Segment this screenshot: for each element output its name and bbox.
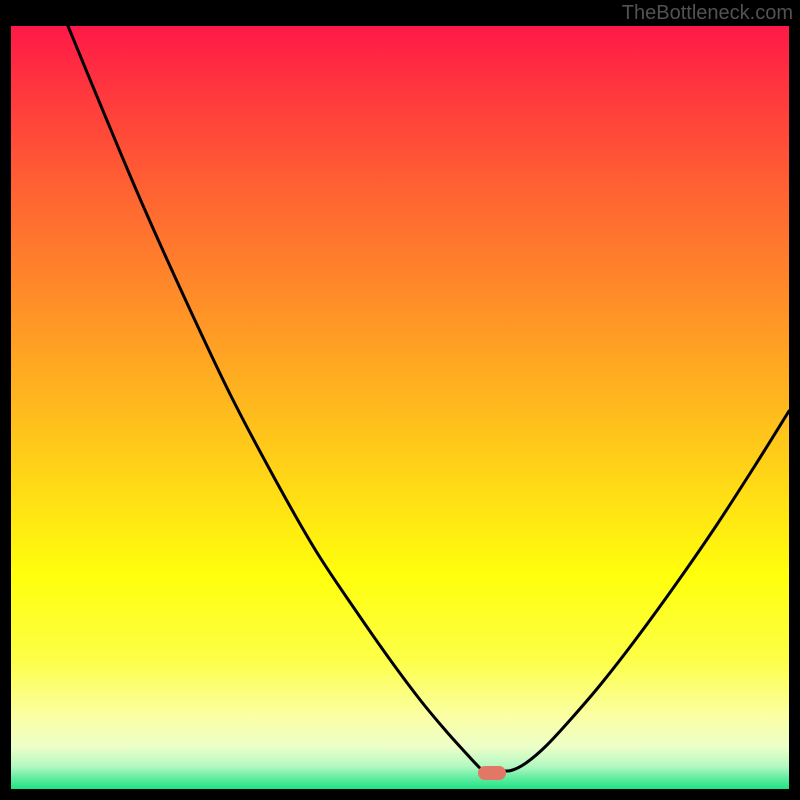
optimal-marker <box>478 766 506 780</box>
bottleneck-chart <box>0 0 800 800</box>
watermark-text: TheBottleneck.com <box>622 2 793 25</box>
chart-container: TheBottleneck.com <box>0 0 800 800</box>
